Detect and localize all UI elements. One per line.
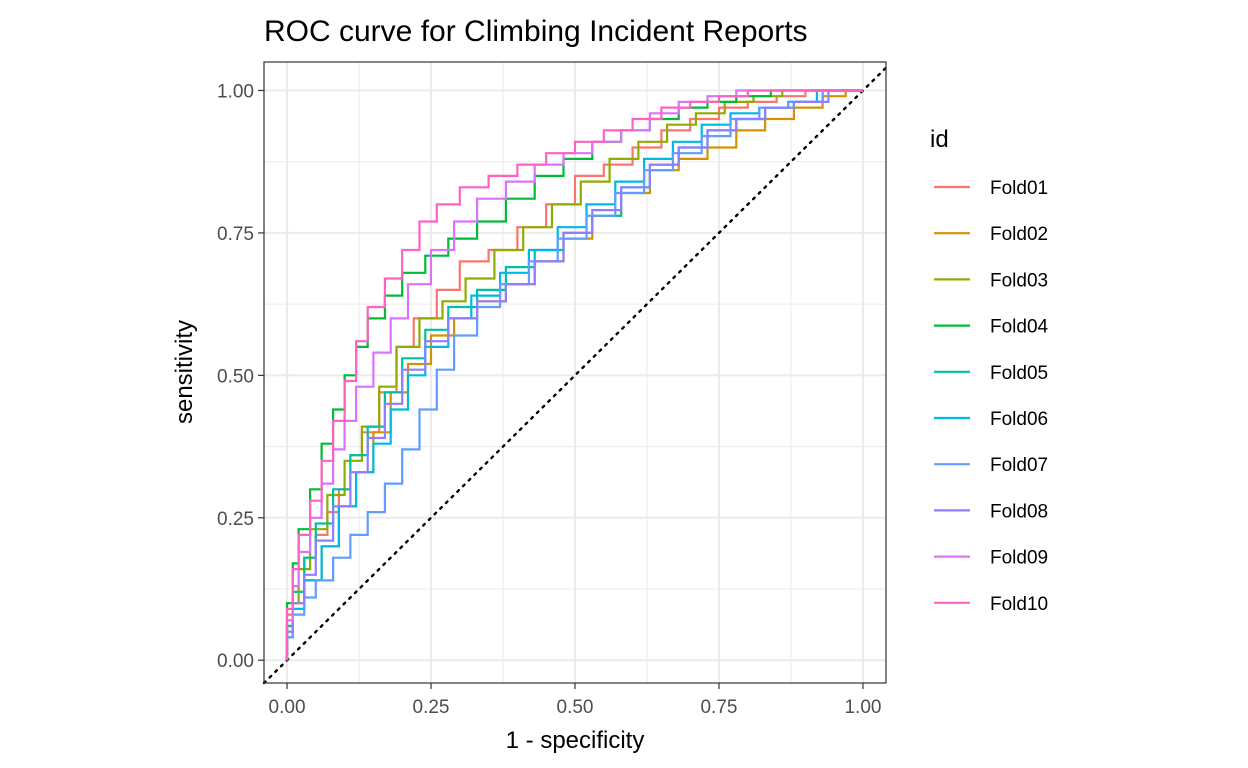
series-layer (285, 89, 863, 661)
legend-label-fold02: Fold02 (990, 224, 1048, 245)
y-tick-label: 0.50 (217, 366, 254, 387)
legend-label-fold04: Fold04 (990, 317, 1049, 338)
legend-label-fold10: Fold10 (990, 594, 1048, 615)
x-tick-label: 0.50 (557, 697, 594, 718)
legend-label-fold07: Fold07 (990, 455, 1048, 476)
legend-title: id (930, 126, 949, 153)
y-tick-label: 1.00 (217, 81, 254, 102)
x-tick-label: 0.00 (269, 697, 306, 718)
diagonal-line (262, 66, 888, 685)
chart-title: ROC curve for Climbing Incident Reports (264, 15, 808, 48)
y-tick-label: 0.25 (217, 509, 254, 530)
y-tick-label: 0.00 (217, 651, 254, 672)
x-tick-label: 0.25 (413, 697, 450, 718)
legend-label-fold01: Fold01 (990, 178, 1048, 199)
legend-label-fold05: Fold05 (990, 363, 1048, 384)
legend-items: Fold01 Fold02 Fold03 Fold04 Fold05 Fold06 Fold… (934, 178, 1049, 615)
x-tick-label: 1.00 (844, 697, 881, 718)
legend-label-fold09: Fold09 (990, 548, 1048, 569)
series-line-fold08 (285, 89, 863, 661)
x-tick-label: 0.75 (700, 697, 737, 718)
legend: id Fold01Fold02Fold03Fold04Fold05Fold06F… (930, 126, 1049, 615)
legend-label-fold03: Fold03 (990, 270, 1048, 291)
x-axis-ticks: 0.00 0.25 0.50 0.75 1.00 (269, 683, 881, 718)
y-tick-label: 0.75 (217, 224, 254, 245)
y-axis-ticks: 0.00 0.25 0.50 0.75 1.00 (217, 81, 264, 672)
series-line-fold09 (285, 89, 863, 661)
legend-label-fold06: Fold06 (990, 409, 1048, 430)
x-axis-title: 1 - specificity (506, 727, 645, 754)
grid-major (264, 62, 886, 683)
series-line-fold10 (285, 89, 863, 661)
y-axis-title: sensitivity (171, 320, 198, 424)
series-line-fold03 (285, 89, 863, 661)
legend-label-fold08: Fold08 (990, 501, 1048, 522)
diagonal-reference-line (262, 66, 888, 685)
